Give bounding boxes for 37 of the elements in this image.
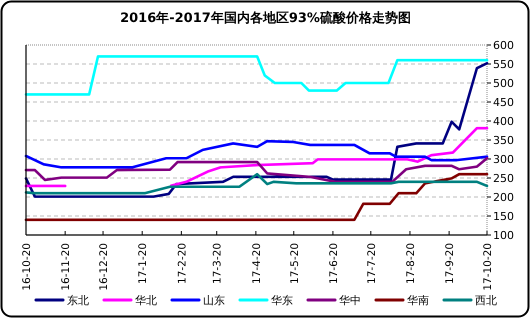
legend-label: 华南 (407, 294, 429, 307)
x-tick-label: 17-2-20 (176, 243, 188, 284)
line-series (24, 172, 488, 194)
x-tick-label: 17-6-20 (328, 243, 340, 284)
legend-label: 华北 (135, 294, 157, 307)
y-tick-label: 500 (493, 77, 514, 90)
chart-title: 2016年-2017年国内各地区93%硫酸价格走势图 (120, 10, 411, 26)
y-tick-label: 350 (493, 134, 514, 147)
y-tick-label: 200 (493, 191, 514, 204)
y-tick-label: 250 (493, 172, 514, 185)
x-tick-label: 17-9-20 (444, 243, 456, 284)
x-tick-label: 16-10-20 (21, 243, 33, 291)
line-series (24, 140, 488, 169)
line-series (24, 156, 488, 184)
x-tick-label: 17-3-20 (212, 243, 224, 284)
x-tick-label: 17-1-20 (137, 243, 150, 284)
x-tick-label: 17-5-20 (288, 243, 301, 284)
y-tick-label: 150 (493, 210, 514, 223)
y-tick-label: 400 (493, 115, 514, 128)
x-tick-label: 17-4-20 (250, 243, 263, 284)
x-tick-label: 17-8-20 (404, 243, 417, 284)
y-tick-label: 100 (493, 229, 514, 242)
y-tick-label: 600 (493, 39, 514, 52)
legend-label: 华中 (339, 294, 361, 307)
legend-label: 东北 (67, 294, 89, 307)
x-tick-label: 17-10-20 (482, 243, 494, 291)
y-tick-label: 300 (493, 153, 514, 166)
legend-label: 西北 (475, 294, 497, 307)
x-tick-label: 16-12-20 (98, 243, 110, 291)
y-tick-label: 450 (493, 96, 514, 109)
line-series (24, 55, 488, 96)
line-series (24, 172, 488, 222)
x-tick-label: 16-11-20 (60, 243, 72, 291)
legend-label: 山东 (203, 294, 225, 307)
x-tick-label: 17-7-20 (366, 243, 378, 284)
legend-label: 华东 (271, 294, 293, 307)
y-tick-label: 550 (493, 58, 514, 71)
